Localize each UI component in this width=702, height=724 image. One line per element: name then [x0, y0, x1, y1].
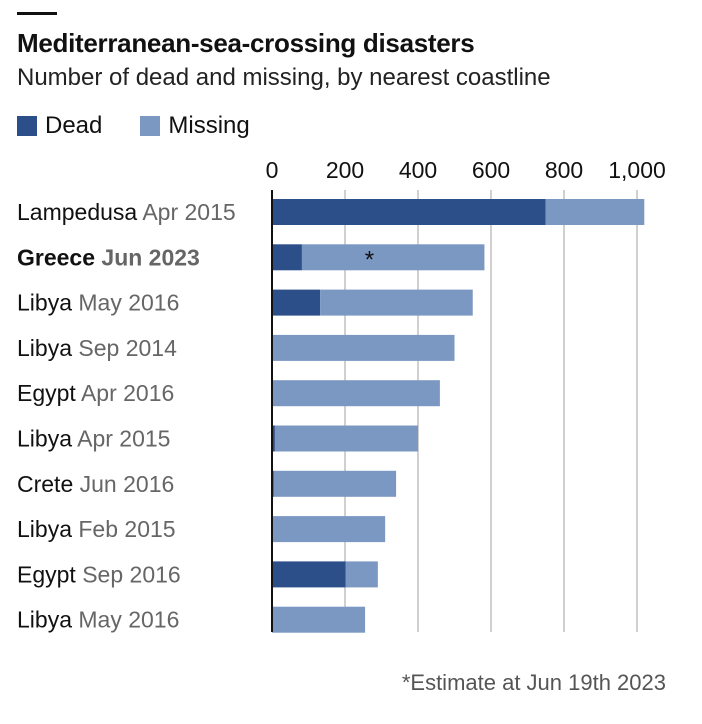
category-place: Libya	[17, 290, 78, 316]
bar-missing	[273, 470, 397, 497]
category-date: Sep 2014	[78, 335, 177, 361]
category-label: Libya Sep 2014	[17, 335, 177, 361]
category-place: Crete	[17, 471, 80, 497]
category-label: Greece Jun 2023	[17, 244, 200, 270]
category-place: Lampedusa	[17, 199, 142, 225]
bar-missing	[272, 606, 366, 633]
x-tick-label: 400	[399, 157, 437, 183]
x-tick-label: 800	[545, 157, 583, 183]
bar-missing	[272, 380, 440, 407]
legend-swatch-dead	[17, 116, 37, 136]
bar-missing	[272, 516, 386, 543]
category-date: Feb 2015	[78, 516, 175, 542]
bar-dead	[272, 289, 321, 316]
legend-label-dead: Dead	[45, 112, 103, 139]
chart-title: Mediterranean-sea-crossing disasters	[17, 28, 475, 58]
category-date: May 2016	[78, 290, 179, 316]
bar-missing	[272, 334, 455, 361]
bar-missing	[274, 425, 418, 452]
bar-dead	[272, 244, 302, 271]
category-label: Lampedusa Apr 2015	[17, 199, 236, 225]
legend-label-missing: Missing	[168, 112, 250, 139]
legend: Dead Missing	[17, 112, 288, 140]
category-date: Apr 2016	[81, 380, 174, 406]
bar-missing	[345, 561, 378, 588]
category-label: Libya May 2016	[17, 607, 179, 633]
legend-item-dead: Dead	[17, 112, 102, 140]
legend-item-missing: Missing	[140, 112, 250, 140]
bar-dead	[272, 425, 275, 452]
footnote: *Estimate at Jun 19th 2023	[401, 670, 666, 695]
category-place: Egypt	[17, 380, 81, 406]
x-tick-label: 600	[472, 157, 510, 183]
category-place: Greece	[17, 244, 101, 270]
category-label: Libya Feb 2015	[17, 516, 176, 542]
x-tick-label: 200	[326, 157, 364, 183]
chart-subtitle: Number of dead and missing, by nearest c…	[17, 64, 551, 91]
category-place: Libya	[17, 607, 78, 633]
x-tick-label: 0	[266, 157, 279, 183]
category-label: Crete Jun 2016	[17, 471, 174, 497]
bar-annotation: *	[365, 246, 374, 273]
bar-missing	[545, 199, 645, 225]
bar-missing	[320, 289, 473, 316]
category-date: Apr 2015	[142, 199, 235, 225]
category-place: Libya	[17, 516, 78, 542]
category-date: May 2016	[78, 607, 179, 633]
header-rule	[17, 12, 57, 15]
category-place: Egypt	[17, 561, 82, 587]
legend-swatch-missing	[140, 116, 161, 136]
category-date: Sep 2016	[82, 561, 180, 587]
bar-chart: 0 200 400 600 800 1,000 Lampedusa Apr 2015 Gree…	[17, 157, 666, 633]
bar-dead	[272, 561, 346, 588]
category-label: Libya Apr 2015	[17, 426, 170, 452]
bar-dead	[272, 199, 546, 225]
category-label: Egypt Sep 2016	[17, 561, 181, 587]
category-place: Libya	[17, 426, 77, 452]
category-label: Libya May 2016	[17, 290, 179, 316]
bar-missing	[301, 244, 485, 271]
category-place: Libya	[17, 335, 78, 361]
category-date: Apr 2015	[77, 426, 170, 452]
category-label: Egypt Apr 2016	[17, 380, 174, 406]
category-date: Jun 2023	[101, 244, 199, 270]
x-tick-label: 1,000	[608, 157, 666, 183]
category-date: Jun 2016	[80, 471, 175, 497]
